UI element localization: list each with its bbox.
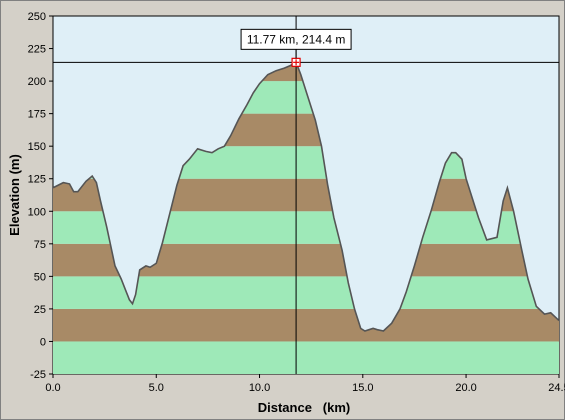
y-tick-label: 200 — [28, 76, 46, 88]
y-tick-label: 0 — [40, 336, 46, 348]
elevation-band — [53, 308, 559, 342]
x-axis-title: Distance (km) — [258, 400, 350, 415]
y-axis-title: Elevation (m) — [7, 154, 22, 236]
x-tick-label: 20.0 — [455, 382, 476, 394]
y-tick-label: 250 — [28, 11, 46, 23]
x-tick-label: 15.0 — [352, 382, 373, 394]
x-tick-label: 0.0 — [45, 382, 60, 394]
y-tick-label: 125 — [28, 174, 46, 186]
y-tick-label: -25 — [30, 369, 46, 381]
y-tick-label: 150 — [28, 141, 46, 153]
tooltip-label: 11.77 km, 214.4 m — [247, 32, 346, 46]
elevation-line — [53, 61, 559, 332]
y-tick-label: 175 — [28, 109, 46, 121]
y-tick-label: 50 — [34, 271, 46, 283]
crosshair-lines — [53, 16, 559, 374]
x-axis: 0.0 5.0 10.0 15.0 20.0 24.5 — [45, 374, 565, 394]
peak-marker[interactable]: 11.77 km, 214.4 m — [240, 28, 352, 67]
y-tick-label: 25 — [34, 304, 46, 316]
y-tick-label: 225 — [28, 44, 46, 56]
y-tick-label: 75 — [34, 239, 46, 251]
x-tick-label: 10.0 — [249, 382, 270, 394]
elevation-band — [53, 341, 559, 374]
y-axis: -25 0 25 50 75 100 125 150 175 200 225 250 — [28, 11, 53, 381]
y-tick-label: 100 — [28, 206, 46, 218]
x-tick-label: 24.5 — [548, 382, 565, 394]
x-tick-label: 5.0 — [149, 382, 164, 394]
tooltip-box — [240, 28, 352, 50]
